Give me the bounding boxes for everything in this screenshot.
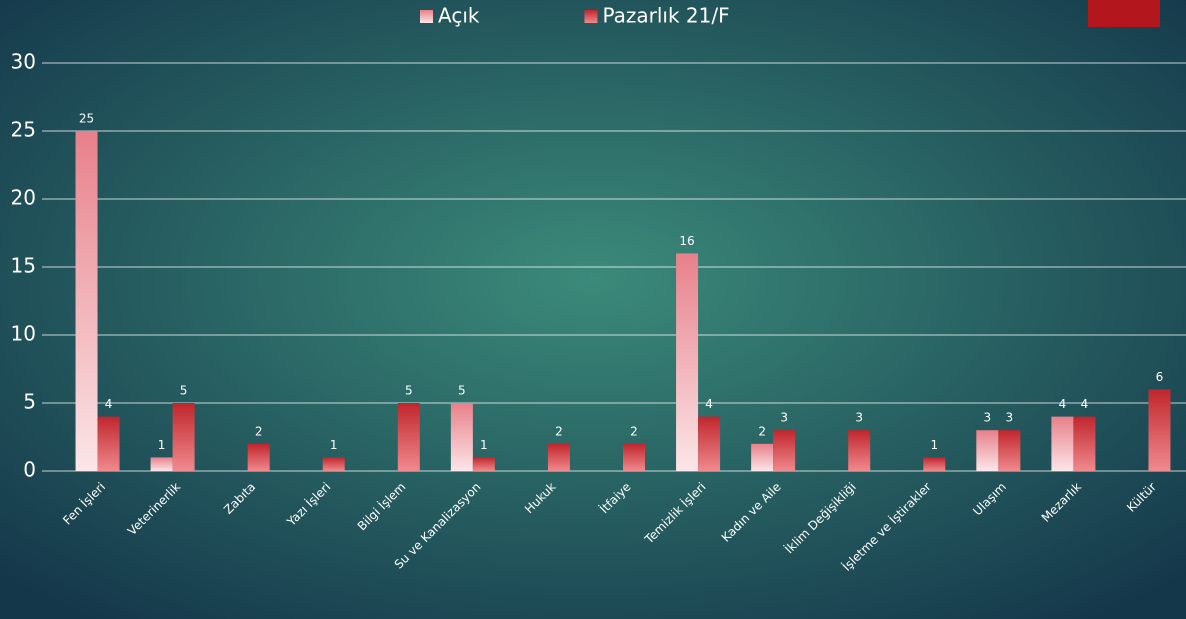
bar [751, 443, 774, 471]
y-tick-label: 30 [11, 50, 36, 74]
value-label: 2 [630, 424, 638, 438]
bar [773, 430, 796, 471]
bar [998, 430, 1021, 471]
legend-label: Pazarlık 21/F [602, 4, 729, 28]
y-tick-label: 5 [23, 390, 36, 414]
value-label: 1 [930, 438, 938, 452]
value-label: 1 [480, 438, 488, 452]
y-tick-label: 10 [11, 322, 36, 346]
value-label: 4 [705, 397, 713, 411]
value-label: 16 [679, 234, 694, 248]
value-label: 4 [1059, 397, 1067, 411]
value-label: 4 [105, 397, 113, 411]
bar [676, 253, 699, 471]
value-label: 2 [758, 424, 766, 438]
y-tick-label: 25 [11, 118, 36, 142]
legend-label: Açık [438, 4, 480, 28]
value-label: 4 [1081, 397, 1089, 411]
y-tick-label: 15 [11, 254, 36, 278]
value-label: 6 [1156, 370, 1164, 384]
bar [1051, 416, 1074, 471]
bar [1073, 416, 1096, 471]
bar [976, 430, 999, 471]
y-tick-label: 20 [11, 186, 36, 210]
bar [75, 131, 98, 471]
value-label: 3 [1006, 411, 1014, 425]
bar [247, 443, 270, 471]
bar [547, 443, 570, 471]
value-label: 5 [180, 384, 188, 398]
bar [1148, 389, 1171, 471]
value-label: 1 [158, 438, 166, 452]
bar [172, 403, 195, 471]
bar [97, 416, 120, 471]
bar [623, 443, 645, 471]
bar [848, 430, 871, 471]
bar [698, 416, 721, 471]
bar [450, 403, 473, 471]
value-label: 3 [984, 411, 992, 425]
legend-swatch [420, 10, 433, 23]
value-label: 5 [405, 384, 413, 398]
bar [397, 403, 420, 471]
value-label: 25 [79, 112, 94, 126]
bar [923, 457, 946, 471]
y-tick-label: 0 [23, 458, 36, 482]
value-label: 3 [780, 411, 788, 425]
decoration [1088, 0, 1160, 27]
bar [322, 457, 345, 471]
value-label: 2 [555, 424, 563, 438]
value-label: 5 [458, 384, 466, 398]
bar [150, 457, 173, 471]
value-label: 2 [255, 424, 263, 438]
bar [472, 457, 495, 471]
value-label: 3 [855, 411, 863, 425]
legend-swatch [584, 10, 598, 23]
value-label: 1 [330, 438, 338, 452]
